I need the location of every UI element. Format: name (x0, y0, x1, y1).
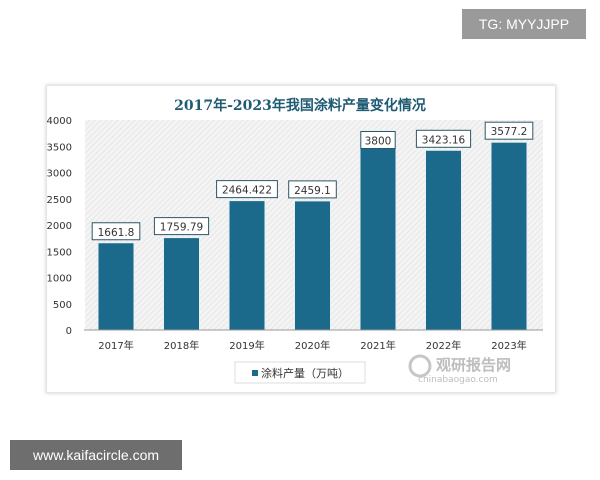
chart-title: 2017年-2023年我国涂料产量变化情况 (174, 97, 426, 114)
svg-text:chinabaogao.com: chinabaogao.com (418, 375, 498, 385)
bar (425, 149, 462, 331)
bar (359, 130, 397, 331)
y-tick-label: 4000 (47, 116, 72, 127)
bar (490, 141, 528, 331)
y-tick-label: 1500 (47, 247, 72, 258)
legend: 涂料产量（万吨） (234, 361, 366, 384)
y-tick-label: 2000 (47, 221, 72, 232)
y-tick-label: 0 (66, 326, 72, 337)
data-label-box (153, 217, 210, 236)
data-label-box (484, 121, 534, 140)
x-tick-label: 2022年 (426, 339, 461, 352)
y-tick-label: 500 (53, 300, 72, 311)
data-label: 3577.2 (491, 126, 528, 138)
svg-text:观研报告网: 观研报告网 (436, 356, 511, 374)
data-label: 2464.422 (222, 185, 272, 197)
telegram-watermark: TG: MYYJJPP (462, 9, 586, 39)
data-label: 1759.79 (160, 222, 203, 234)
data-label: 2459.1 (294, 185, 331, 197)
legend-label: 涂料产量（万吨） (261, 366, 349, 380)
data-label-box (216, 180, 278, 199)
x-tick-label: 2023年 (491, 339, 526, 352)
x-tick-label: 2020年 (295, 339, 330, 352)
y-tick-label: 3500 (47, 142, 72, 153)
x-tick-label: 2021年 (360, 339, 395, 352)
bar (163, 237, 200, 331)
bar (294, 200, 331, 331)
y-tick-label: 1000 (47, 274, 72, 285)
data-label-box (360, 131, 396, 149)
data-label: 1661.8 (98, 227, 135, 239)
data-label-box (415, 129, 472, 148)
y-tick-label: 2500 (47, 195, 72, 206)
data-label-box (288, 180, 337, 199)
y-tick-label: 3000 (47, 169, 72, 180)
bar (228, 200, 266, 331)
chinabaogao-logo: 观研报告网 chinabaogao.com (408, 354, 511, 385)
x-tick-label: 2017年 (98, 339, 133, 352)
x-tick-label: 2018年 (164, 339, 199, 352)
data-label-box (91, 222, 141, 241)
bar (97, 242, 135, 331)
data-label: 3423.16 (422, 134, 466, 146)
x-tick-label: 2019年 (229, 339, 264, 352)
legend-swatch (252, 370, 258, 376)
data-label: 3800 (365, 136, 392, 148)
site-watermark: www.kaifacircle.com (10, 440, 182, 470)
